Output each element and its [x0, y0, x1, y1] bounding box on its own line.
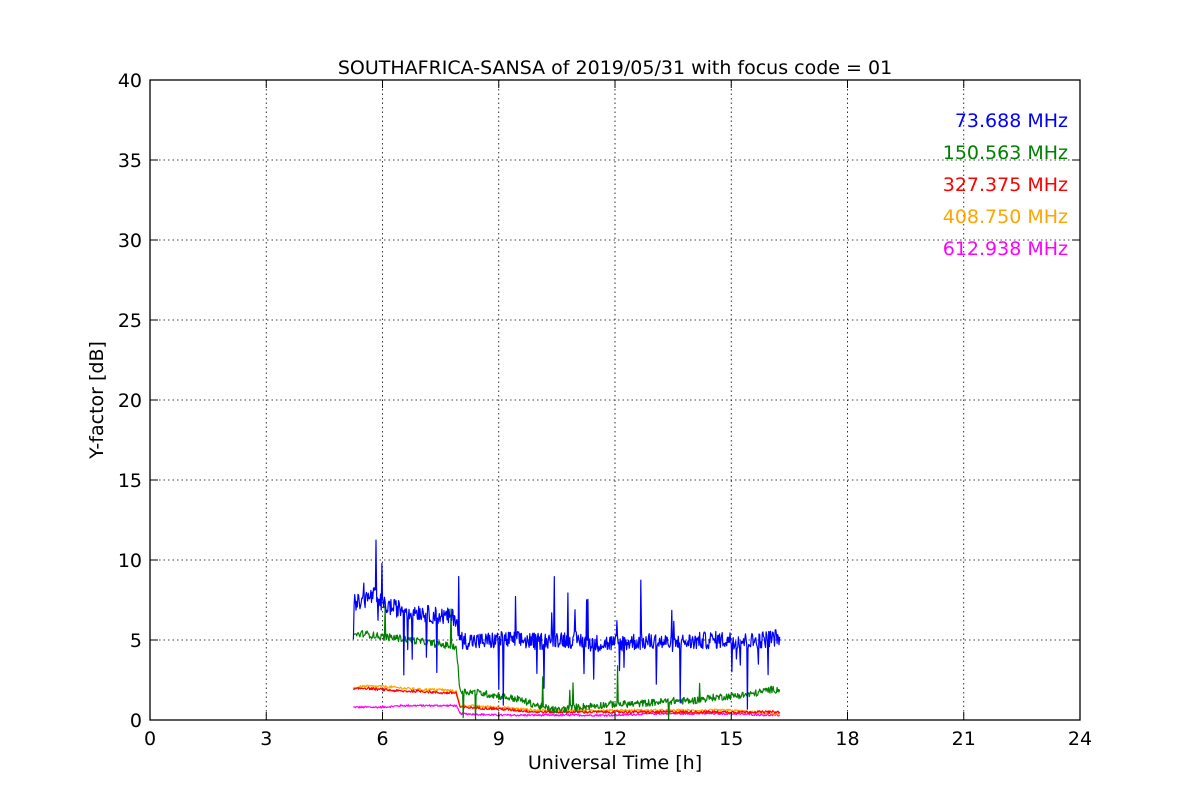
y-tick-label: 40: [118, 70, 142, 92]
series-line: [353, 704, 781, 717]
legend-entry: 408.750 MHz: [943, 206, 1068, 228]
y-tick-label: 10: [118, 550, 142, 572]
y-tick-label: 20: [118, 390, 142, 412]
x-tick-label: 6: [376, 728, 388, 750]
grid-layer: [150, 80, 1080, 720]
chart-title: SOUTHAFRICA-SANSA of 2019/05/31 with foc…: [338, 57, 892, 79]
y-tick-label: 15: [118, 470, 142, 492]
series-layer: [352, 539, 781, 720]
x-tick-label: 12: [603, 728, 627, 750]
series-line: [352, 686, 781, 714]
x-axis-title: Universal Time [h]: [528, 752, 702, 774]
y-tick-label: 25: [118, 310, 142, 332]
legend-entry: 73.688 MHz: [955, 110, 1068, 132]
y-tick-label: 35: [118, 150, 142, 172]
legend-entry: 327.375 MHz: [943, 174, 1068, 196]
series-line: [352, 539, 781, 710]
tick-layer: 0 3 6 9 12 15 18 21 24 0 5 10 15 20 25 30 35 40: [118, 70, 1092, 750]
x-tick-label: 21: [952, 728, 976, 750]
x-tick-label: 15: [719, 728, 743, 750]
y-tick-label: 0: [130, 710, 142, 732]
y-tick-label: 5: [130, 630, 142, 652]
y-tick-label: 30: [118, 230, 142, 252]
legend: 73.688 MHz 150.563 MHz 327.375 MHz 408.750 …: [943, 110, 1068, 260]
x-tick-label: 9: [493, 728, 505, 750]
x-tick-label: 24: [1068, 728, 1092, 750]
x-tick-label: 0: [144, 728, 156, 750]
x-tick-label: 3: [260, 728, 272, 750]
series-line: [353, 605, 781, 720]
legend-entry: 150.563 MHz: [943, 142, 1068, 164]
x-tick-label: 18: [835, 728, 859, 750]
legend-entry: 612.938 MHz: [943, 238, 1068, 260]
y-axis-title: Y-factor [dB]: [86, 341, 108, 460]
